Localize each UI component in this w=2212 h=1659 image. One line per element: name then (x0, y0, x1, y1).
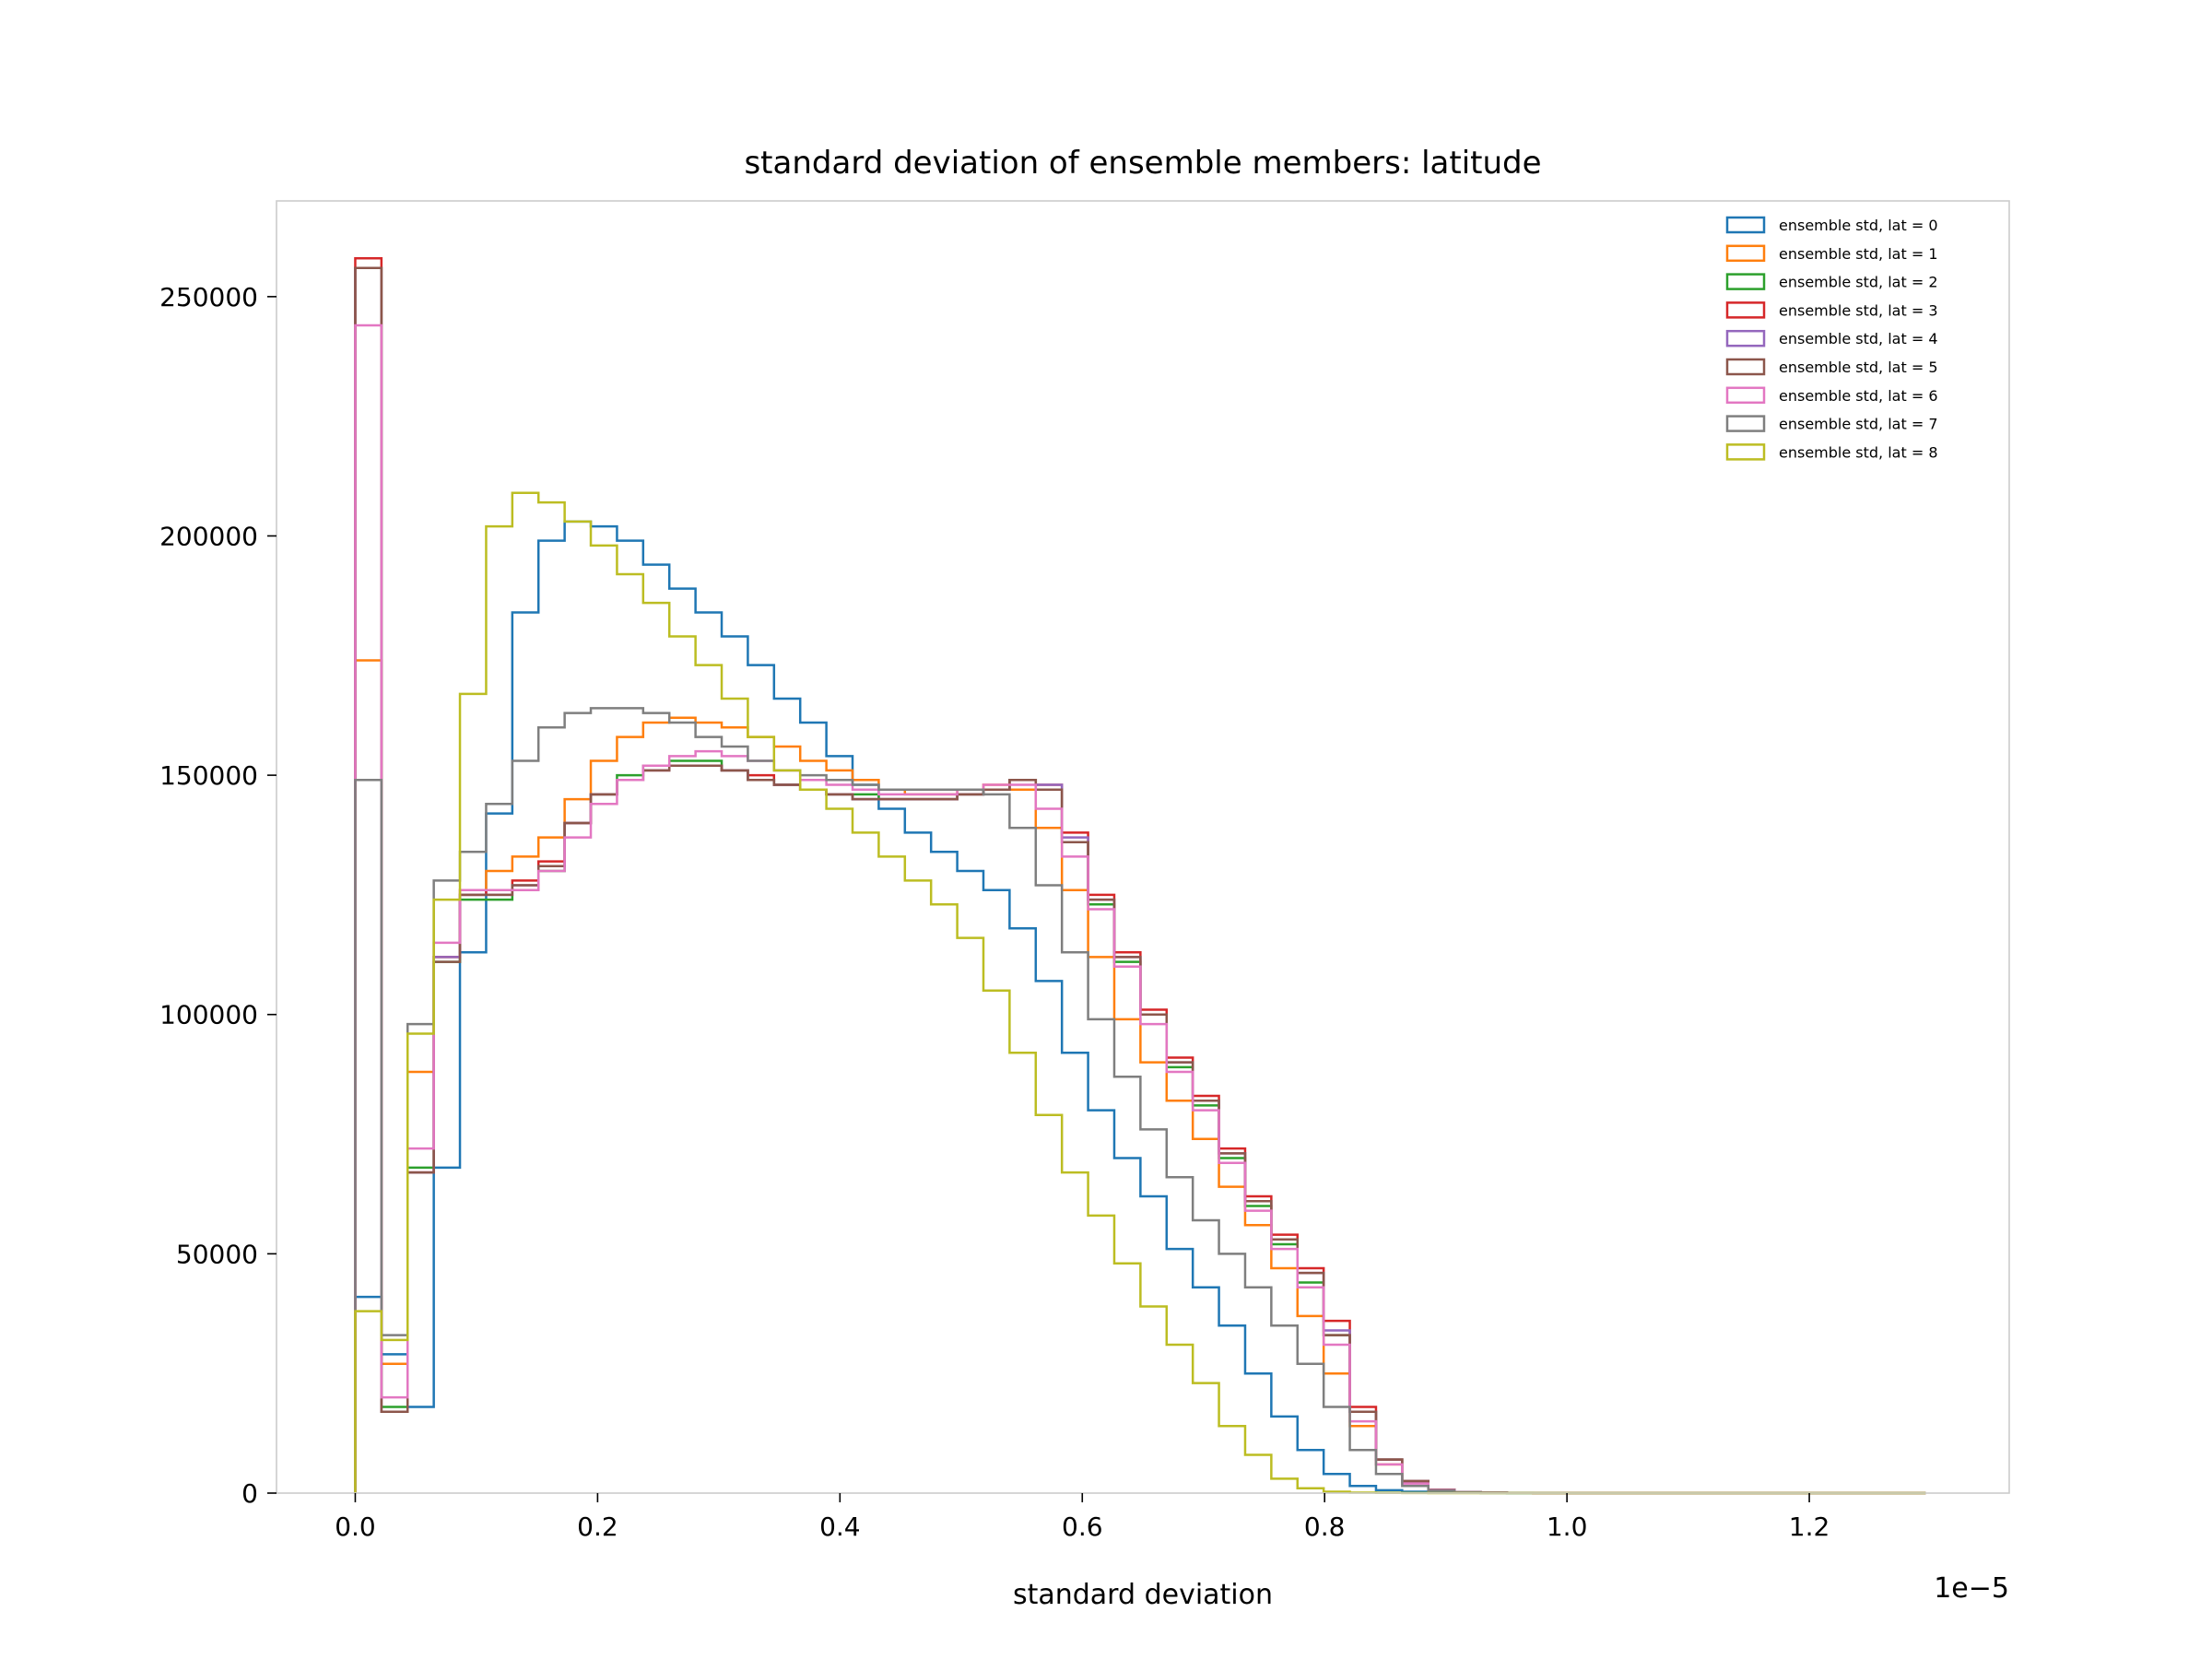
x-tick-label: 0.2 (577, 1512, 618, 1542)
legend-swatch (1725, 386, 1766, 405)
legend: ensemble std, lat = 0 ensemble std, lat =… (1725, 216, 1938, 461)
legend-swatch (1725, 415, 1766, 432)
plot-frame (276, 200, 2010, 1494)
x-tick-label: 0.0 (335, 1512, 376, 1542)
x-axis-label: standard deviation (1013, 1579, 1273, 1611)
y-axis: 0 50000 100000 150000 200000 250000 (159, 282, 276, 1509)
legend-swatch (1725, 443, 1766, 461)
y-tick-label: 100000 (159, 1000, 258, 1030)
x-axis: 0.0 0.2 0.4 0.6 0.8 1.0 1.2 (335, 1493, 1830, 1542)
legend-swatch (1725, 244, 1766, 263)
legend-label: ensemble std, lat = 2 (1779, 274, 1938, 291)
y-tick-label: 250000 (159, 282, 258, 312)
x-tick-label: 1.0 (1547, 1512, 1588, 1542)
legend-swatch (1725, 273, 1766, 290)
legend-label: ensemble std, lat = 1 (1779, 245, 1938, 263)
legend-swatch (1725, 216, 1766, 234)
x-tick-label: 0.4 (819, 1512, 861, 1542)
x-axis-offset-text: 1e−5 (1934, 1572, 2009, 1605)
chart-title: standard deviation of ensemble members: … (744, 145, 1541, 182)
legend-swatch (1725, 329, 1766, 347)
legend-label: ensemble std, lat = 8 (1779, 443, 1938, 461)
legend-label: ensemble std, lat = 7 (1779, 416, 1938, 433)
legend-label: ensemble std, lat = 0 (1779, 217, 1938, 234)
y-tick-label: 50000 (176, 1239, 258, 1269)
legend-swatch (1725, 358, 1766, 376)
legend-label: ensemble std, lat = 6 (1779, 387, 1938, 405)
y-tick-label: 150000 (159, 760, 258, 791)
legend-label: ensemble std, lat = 4 (1779, 330, 1938, 347)
x-tick-label: 1.2 (1789, 1512, 1830, 1542)
x-tick-label: 0.6 (1062, 1512, 1103, 1542)
x-tick-label: 0.8 (1304, 1512, 1346, 1542)
legend-label: ensemble std, lat = 5 (1779, 359, 1938, 376)
y-tick-label: 200000 (159, 521, 258, 551)
y-tick-label: 0 (241, 1478, 258, 1509)
legend-label: ensemble std, lat = 3 (1779, 301, 1938, 319)
legend-swatch (1725, 301, 1766, 319)
